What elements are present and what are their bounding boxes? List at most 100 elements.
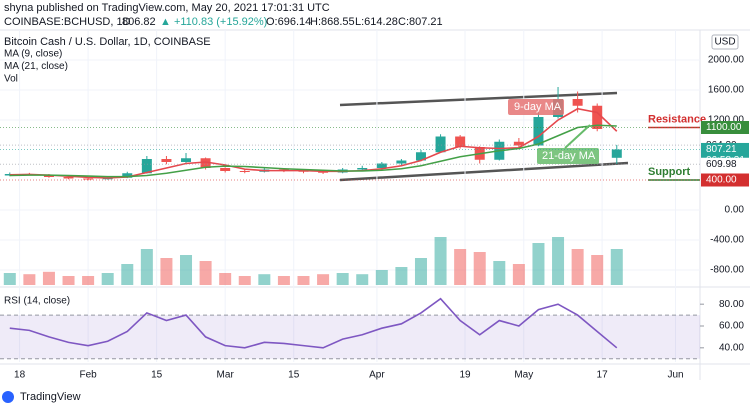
volume-bar bbox=[258, 274, 271, 285]
volume-bar bbox=[512, 264, 525, 285]
x-tick-label: Jun bbox=[667, 370, 683, 381]
currency-box[interactable] bbox=[711, 34, 739, 50]
volume-bar bbox=[356, 274, 369, 285]
x-tick-label: 18 bbox=[14, 370, 26, 381]
rsi-tick-label: 60.00 bbox=[719, 321, 744, 332]
low: L:614.28 bbox=[355, 16, 398, 28]
price-label-box bbox=[701, 173, 749, 187]
candle-body bbox=[396, 160, 407, 164]
y-tick-label: 0.00 bbox=[725, 205, 745, 216]
price-label: 400.00 bbox=[706, 175, 737, 186]
volume-bar bbox=[473, 252, 486, 285]
y-tick-label: 1600.00 bbox=[708, 85, 745, 96]
volume-bar bbox=[395, 267, 408, 285]
rsi-line bbox=[9, 297, 618, 349]
legend-entry: Vol bbox=[4, 74, 18, 85]
price-label: 1100.00 bbox=[706, 122, 742, 133]
brand: TradingView bbox=[20, 391, 81, 403]
candle-body bbox=[63, 177, 74, 179]
candle-body bbox=[533, 117, 544, 146]
x-tick-label: 15 bbox=[288, 370, 300, 381]
candle-body bbox=[200, 158, 211, 168]
volume-bar bbox=[160, 258, 173, 285]
annotation: Support bbox=[648, 166, 690, 178]
candle-body bbox=[455, 136, 466, 147]
volume-bar bbox=[532, 243, 545, 285]
channel-upper bbox=[339, 91, 618, 107]
open: O:696.14 bbox=[266, 16, 311, 28]
x-tick-label: Mar bbox=[217, 370, 235, 381]
x-tick-label: 19 bbox=[459, 370, 471, 381]
volume-bar bbox=[140, 249, 153, 285]
y-tick-label: -800.00 bbox=[710, 265, 744, 276]
volume-bar bbox=[571, 249, 584, 285]
y-tick-label: -400.00 bbox=[710, 235, 744, 246]
candle-body bbox=[611, 149, 622, 158]
volume-bar bbox=[591, 255, 604, 285]
ma-line bbox=[9, 124, 617, 178]
volume-bar bbox=[610, 249, 623, 285]
change: ▲ +110.83 (+15.92%) bbox=[160, 16, 267, 28]
candle-body bbox=[415, 152, 426, 161]
candle-body bbox=[376, 163, 387, 168]
logo bbox=[2, 391, 14, 403]
label-box bbox=[537, 148, 599, 164]
volume-bar bbox=[238, 276, 251, 285]
annotation: 9-day MA bbox=[514, 101, 562, 113]
price-label-box bbox=[701, 121, 749, 134]
y-tick-label: 2000.00 bbox=[708, 55, 745, 66]
close: C:807.21 bbox=[398, 16, 443, 28]
candle-body bbox=[161, 159, 172, 162]
volume-bar bbox=[336, 273, 349, 285]
rsi-tick-label: 40.00 bbox=[719, 342, 744, 353]
price-label: 807.21 bbox=[706, 144, 737, 155]
volume-bar bbox=[180, 255, 193, 285]
volume-bar bbox=[42, 271, 55, 285]
candle-body bbox=[83, 178, 94, 180]
price-label-box bbox=[701, 157, 749, 171]
volume-bar bbox=[219, 273, 232, 285]
legend-entry: MA (21, close) bbox=[4, 61, 68, 72]
x-tick-label: Apr bbox=[369, 370, 385, 381]
volume-bar bbox=[552, 237, 565, 285]
legend-entry: MA (9, close) bbox=[4, 49, 62, 60]
candle-body bbox=[572, 99, 583, 106]
volume-bar bbox=[101, 273, 114, 285]
annotation: 21-day MA bbox=[542, 150, 596, 162]
volume-bar bbox=[434, 237, 447, 285]
last-price: 806.82 bbox=[122, 16, 156, 28]
candle-body bbox=[592, 105, 603, 129]
candle-body bbox=[141, 159, 152, 174]
volume-bar bbox=[454, 249, 467, 285]
x-tick-label: 17 bbox=[597, 370, 609, 381]
candle-body bbox=[357, 168, 368, 170]
rsi-tick-label: 80.00 bbox=[719, 299, 744, 310]
candle-body bbox=[122, 173, 133, 178]
volume-bar bbox=[414, 258, 427, 285]
x-tick-label: May bbox=[514, 370, 533, 381]
volume-bar bbox=[297, 276, 310, 285]
candle-body bbox=[220, 168, 231, 171]
volume-bar bbox=[82, 276, 95, 285]
rsi-name: RSI (14, close) bbox=[4, 296, 70, 307]
volume-bar bbox=[317, 274, 330, 285]
volume-bar bbox=[277, 276, 290, 285]
volume-bar bbox=[493, 261, 506, 285]
arrow bbox=[564, 124, 591, 149]
candle-body bbox=[181, 158, 192, 162]
x-tick-label: Feb bbox=[79, 370, 97, 381]
chart-title: Bitcoin Cash / U.S. Dollar, 1D, COINBASE bbox=[4, 36, 211, 48]
currency: USD bbox=[714, 37, 735, 48]
candle-body bbox=[435, 136, 446, 153]
volume-bar bbox=[199, 261, 212, 285]
published: shyna published on TradingView.com, May … bbox=[4, 2, 330, 14]
candle-body bbox=[239, 171, 250, 172]
volume-bar bbox=[62, 276, 75, 285]
annotation: Resistance bbox=[648, 113, 706, 125]
volume-bar bbox=[23, 274, 36, 285]
high: H:868.55 bbox=[310, 16, 355, 28]
candle-body bbox=[513, 141, 524, 146]
volume-bar bbox=[375, 270, 388, 285]
price-label: 609.98 bbox=[706, 159, 737, 170]
